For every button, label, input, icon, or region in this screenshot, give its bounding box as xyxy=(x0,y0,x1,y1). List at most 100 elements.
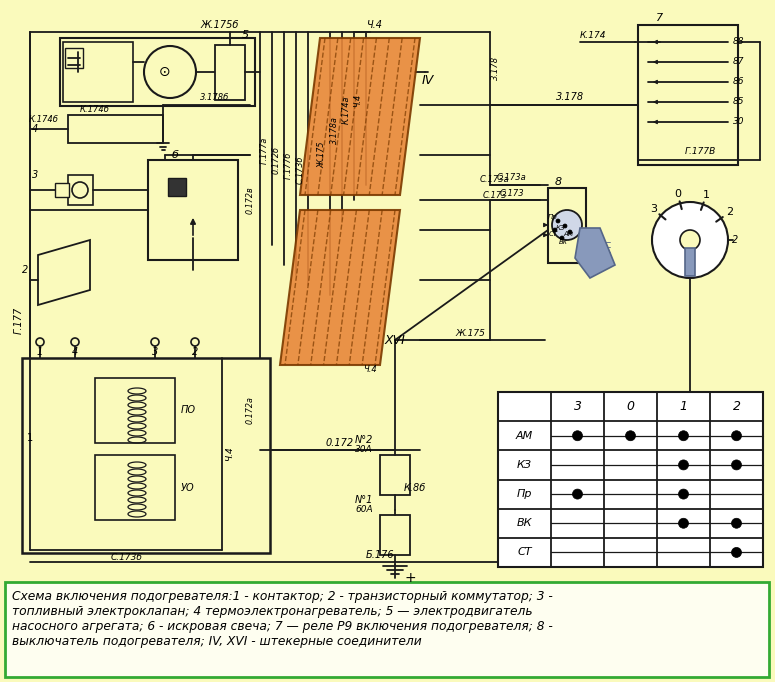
Text: N°1: N°1 xyxy=(355,495,374,505)
Text: 2: 2 xyxy=(22,265,28,275)
Text: 2: 2 xyxy=(732,235,738,245)
Text: +: + xyxy=(405,571,416,585)
Text: 3.178: 3.178 xyxy=(556,92,584,102)
Circle shape xyxy=(151,338,159,346)
Text: 87: 87 xyxy=(733,57,745,67)
Circle shape xyxy=(680,230,700,250)
Text: 1: 1 xyxy=(27,433,33,443)
Circle shape xyxy=(732,431,742,441)
Circle shape xyxy=(732,548,742,557)
Text: 30А: 30А xyxy=(355,445,373,454)
Text: 8: 8 xyxy=(554,177,562,187)
Circle shape xyxy=(678,431,688,441)
Text: Г.177: Г.177 xyxy=(14,306,24,333)
Text: ВК: ВК xyxy=(517,518,532,529)
Bar xyxy=(5,582,769,677)
Circle shape xyxy=(71,338,79,346)
Text: Г.177а: Г.177а xyxy=(260,136,268,164)
Text: 5: 5 xyxy=(242,30,249,40)
Text: ПО: ПО xyxy=(181,405,195,415)
Text: Г.177б: Г.177б xyxy=(284,151,292,179)
Circle shape xyxy=(678,489,688,499)
Circle shape xyxy=(678,518,688,529)
Bar xyxy=(60,38,255,106)
Text: 0.172б: 0.172б xyxy=(271,146,281,174)
Bar xyxy=(65,48,83,68)
Text: С.173а: С.173а xyxy=(480,175,510,185)
Circle shape xyxy=(573,431,583,441)
Text: КЗ: КЗ xyxy=(556,225,566,231)
Text: К.174б: К.174б xyxy=(80,106,110,115)
Text: К.174б: К.174б xyxy=(29,115,59,125)
Text: Б.176: Б.176 xyxy=(366,550,394,560)
Text: Вк: Вк xyxy=(559,239,567,245)
Text: К.174а: К.174а xyxy=(342,95,350,124)
Text: 88: 88 xyxy=(733,38,745,46)
Text: С.173: С.173 xyxy=(483,192,508,201)
Circle shape xyxy=(144,46,196,98)
Bar xyxy=(215,45,245,100)
Text: СТ: СТ xyxy=(549,231,557,237)
Text: 1: 1 xyxy=(703,190,710,200)
Bar xyxy=(95,455,175,520)
Text: 3.178б: 3.178б xyxy=(201,93,229,102)
Text: 2: 2 xyxy=(732,400,740,413)
Text: С.173а: С.173а xyxy=(497,173,527,183)
Text: б: б xyxy=(171,150,178,160)
Text: 2: 2 xyxy=(192,347,198,357)
Circle shape xyxy=(553,228,557,232)
Bar xyxy=(685,248,695,276)
Bar xyxy=(380,455,410,495)
Text: 30: 30 xyxy=(733,117,745,126)
Bar xyxy=(380,515,410,555)
Text: 3.178: 3.178 xyxy=(491,56,500,80)
Bar xyxy=(68,115,163,143)
Bar xyxy=(95,378,175,443)
Text: Ам: Ам xyxy=(563,231,573,237)
Circle shape xyxy=(556,219,560,223)
Text: 0.172а: 0.172а xyxy=(246,396,254,424)
Text: 1: 1 xyxy=(680,400,687,413)
Text: 0: 0 xyxy=(626,400,635,413)
Circle shape xyxy=(678,460,688,470)
Text: С.173: С.173 xyxy=(500,190,525,198)
Circle shape xyxy=(563,224,567,228)
Text: КЗ: КЗ xyxy=(517,460,532,470)
Text: Пр: Пр xyxy=(548,214,558,220)
Text: 0: 0 xyxy=(674,189,681,198)
Text: 0.172: 0.172 xyxy=(326,438,354,448)
Text: Ч.4: Ч.4 xyxy=(226,447,235,462)
Text: Ч.4: Ч.4 xyxy=(363,366,377,374)
Circle shape xyxy=(625,431,636,441)
Text: Ч.4: Ч.4 xyxy=(353,93,363,106)
Text: Ж.175: Ж.175 xyxy=(318,142,326,168)
Bar xyxy=(168,178,186,196)
Text: 60А: 60А xyxy=(355,505,373,514)
Circle shape xyxy=(552,210,582,240)
Circle shape xyxy=(732,460,742,470)
Text: 2: 2 xyxy=(725,207,733,218)
Text: Г.177В: Г.177В xyxy=(684,147,715,156)
Bar xyxy=(68,175,93,205)
Text: IV: IV xyxy=(422,74,434,87)
Bar xyxy=(22,358,270,553)
Text: 86: 86 xyxy=(733,78,745,87)
Text: УО: УО xyxy=(181,483,195,493)
Text: АМ: АМ xyxy=(516,431,533,441)
Bar xyxy=(638,25,738,165)
Text: К.8б: К.8б xyxy=(404,483,426,493)
Text: С.173б: С.173б xyxy=(111,554,143,563)
Circle shape xyxy=(573,489,583,499)
Text: 3: 3 xyxy=(649,204,656,214)
Polygon shape xyxy=(300,38,420,195)
Text: 3: 3 xyxy=(152,347,158,357)
Text: 4: 4 xyxy=(72,347,78,357)
Text: Ж.175б: Ж.175б xyxy=(201,20,239,30)
Text: 0.172в: 0.172в xyxy=(246,186,254,214)
Text: XVI: XVI xyxy=(384,333,405,346)
Text: 7: 7 xyxy=(656,13,663,23)
Bar xyxy=(55,183,69,197)
Circle shape xyxy=(36,338,44,346)
Text: 4: 4 xyxy=(32,124,38,134)
Bar xyxy=(498,392,763,567)
